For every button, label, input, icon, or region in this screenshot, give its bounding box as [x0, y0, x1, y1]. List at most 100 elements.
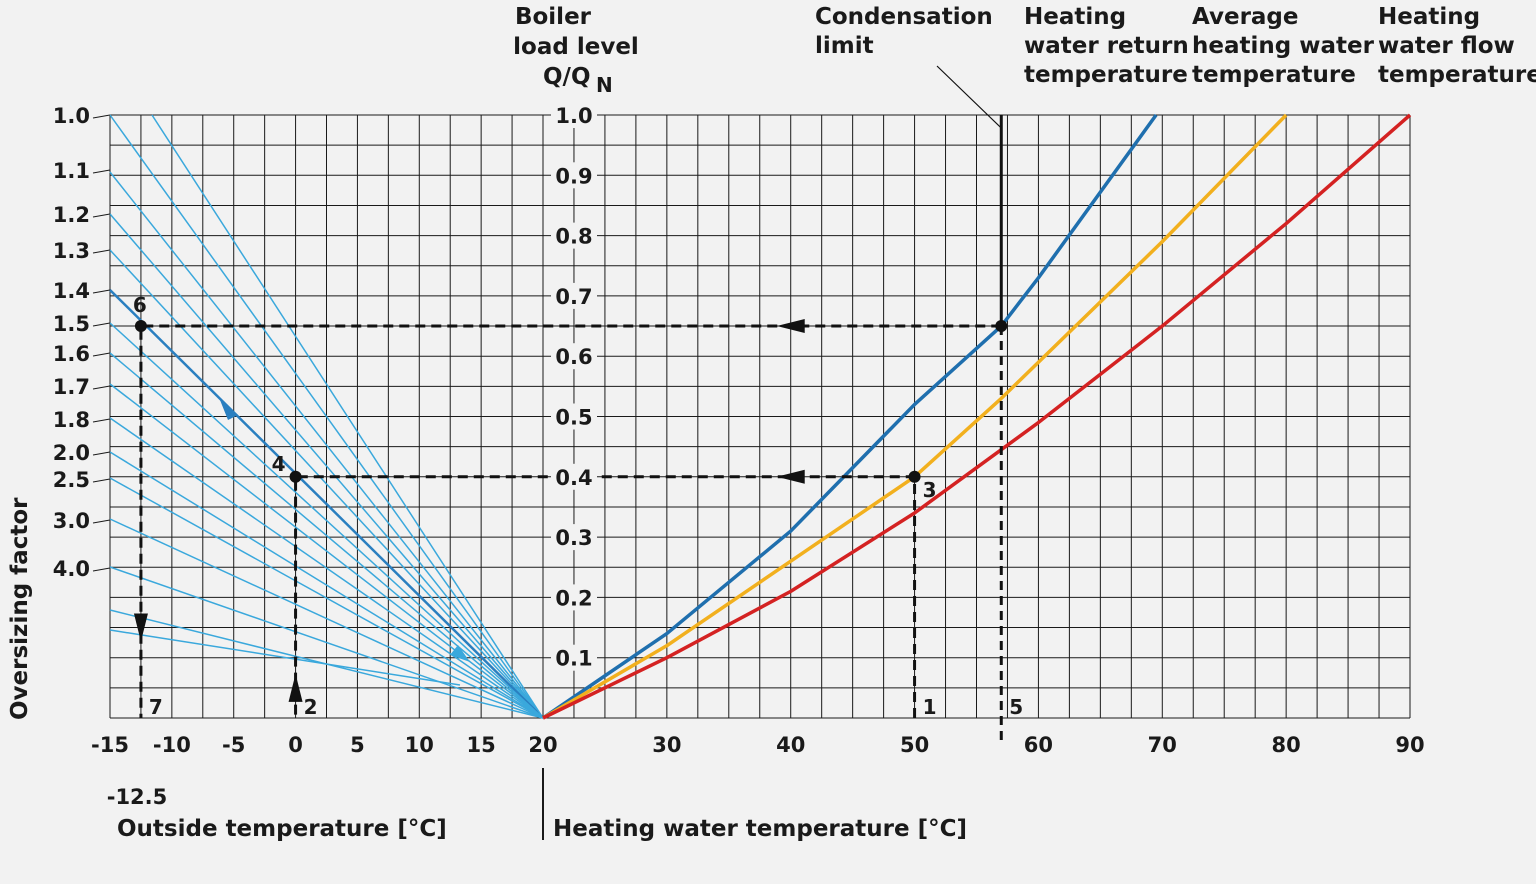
oversizing-lines [109, 114, 544, 719]
oversizing-factor-label: 1.1 [53, 159, 90, 183]
oversizing-line [109, 213, 544, 719]
oversizing-factor-label: 1.2 [53, 203, 90, 227]
oversizing-line [109, 451, 544, 719]
oversizing-factor-leader [92, 213, 111, 218]
oversizing-line [151, 114, 544, 719]
y-tick-label-bg [551, 463, 597, 490]
oversizing-factor-label: 2.5 [53, 468, 90, 492]
oversizing-factor-label: 1.7 [53, 375, 90, 399]
x-tick-label-water: 60 [1024, 733, 1053, 757]
y-tick-label-load: 0.6 [555, 345, 592, 369]
oversizing-line [109, 477, 544, 719]
oversizing-factor-label: 1.4 [53, 279, 90, 303]
header-average-line3: temperature [1192, 62, 1356, 88]
path-arrow [776, 469, 805, 484]
header-boiler-load: Boiler load level Q/Q N [513, 4, 639, 97]
header-boiler-load-subscript: N [596, 73, 613, 97]
marker-label-3: 3 [923, 478, 937, 502]
oversizing-line [109, 566, 544, 719]
oversizing-line [109, 518, 544, 719]
x-tick-label-water: 30 [652, 733, 681, 757]
oversizing-factor-label: 1.6 [53, 342, 90, 366]
oversizing-factor-label: 1.5 [53, 312, 90, 336]
oversizing-line [109, 322, 544, 719]
y-tick-label-bg [551, 644, 597, 671]
path-arrow [133, 613, 148, 642]
oversizing-line [109, 114, 544, 719]
oversizing-factor-label: 1.8 [53, 408, 90, 432]
x-tick-label-water: 50 [900, 733, 929, 757]
y-tick-label-load: 0.3 [555, 526, 592, 550]
x-tick-label-outside: -15 [91, 733, 129, 757]
curve-heating-water-return-temperature [542, 113, 1158, 720]
oversizing-factor-leader [92, 478, 111, 483]
x-tick-label-water: 90 [1395, 733, 1424, 757]
y-tick-label-load: 0.7 [555, 285, 592, 309]
header-boiler-load-line1: Boiler [515, 4, 592, 30]
oversizing-factor-leader [92, 114, 111, 119]
condensation-leader-line [936, 65, 1002, 129]
header-average-line2: heating water [1192, 33, 1375, 59]
oversizing-factor-label: 1.3 [53, 239, 90, 263]
oversizing-factor-leader [92, 451, 111, 456]
y-tick-label-load: 0.1 [555, 647, 592, 671]
header-flow-line1: Heating [1378, 4, 1480, 30]
marker-label-1: 1 [923, 695, 937, 719]
oversizing-line [109, 417, 544, 719]
oversizing-line [109, 383, 544, 719]
x-tick-label-outside: -5 [222, 733, 245, 757]
oversizing-line [109, 171, 544, 719]
marker-dot-6 [134, 320, 147, 333]
y-tick-label-load: 1.0 [555, 104, 592, 128]
oversizing-factor-leader [92, 169, 111, 174]
oversizing-line [109, 249, 544, 719]
x-tick-label-minus-12-5: -12.5 [107, 785, 168, 809]
temperature-curves [542, 113, 1412, 720]
y-tick-label-bg [551, 222, 597, 249]
oversizing-factor-leader [92, 249, 111, 254]
y-tick-label-load: 0.4 [555, 466, 592, 490]
header-boiler-load-line2: load level [513, 34, 639, 60]
x-tick-label-outside: 20 [528, 733, 557, 757]
grid [109, 114, 1411, 719]
marker-dot-4 [289, 470, 302, 483]
y-tick-label-bg [551, 102, 597, 128]
x-tick-label-outside: 0 [288, 733, 303, 757]
y-tick-label-bg [551, 584, 597, 611]
header-return-line1: Heating [1024, 4, 1126, 30]
y-tick-label-bg [551, 162, 597, 189]
oversizing-factor-label: 2.0 [53, 441, 90, 465]
header-condensation-line1: Condensation [815, 4, 993, 30]
marker-label-7: 7 [149, 695, 163, 719]
path-arrow [288, 673, 303, 702]
oversizing-factor-label: 4.0 [53, 557, 90, 581]
example-path [294, 475, 917, 718]
x-tick-label-outside: 10 [405, 733, 434, 757]
oversizing-factor-label: 1.0 [53, 104, 90, 128]
x-axis-title-heating-water-temperature: Heating water temperature [°C] [553, 816, 967, 842]
x-axis-title-outside-temperature: Outside temperature [°C] [117, 816, 447, 842]
example-markers: 1 2 3 4 5 6 7 [133, 293, 1023, 719]
highlight-direction-arrow [450, 645, 470, 662]
oversizing-factor-leader [92, 289, 111, 294]
tick-labels: -15 -10 -5 0 5 10 15 20 30 40 50 60 70 80 901.00.90.80… [53, 102, 1425, 757]
highlight-direction-arrow [220, 400, 238, 420]
oversizing-line [109, 289, 544, 719]
oversizing-factor-leader [92, 385, 111, 390]
oversizing-factor-leader [92, 567, 111, 572]
y-tick-label-load: 0.5 [555, 406, 592, 430]
y-tick-label-bg [551, 343, 597, 370]
oversizing-line [109, 352, 544, 719]
marker-dot-condensation [995, 320, 1008, 333]
header-boiler-load-line3: Q/Q [543, 64, 591, 90]
y-tick-label-bg [551, 403, 597, 430]
y-axis-title-oversizing: Oversizing factor [7, 497, 33, 720]
example-path [139, 324, 1002, 718]
path-arrow [776, 319, 805, 334]
y-tick-label-load: 0.8 [555, 225, 592, 249]
header-average-line1: Average [1192, 4, 1299, 30]
x-tick-label-outside: 15 [467, 733, 496, 757]
header-condensation-limit: Condensation limit [815, 4, 993, 59]
